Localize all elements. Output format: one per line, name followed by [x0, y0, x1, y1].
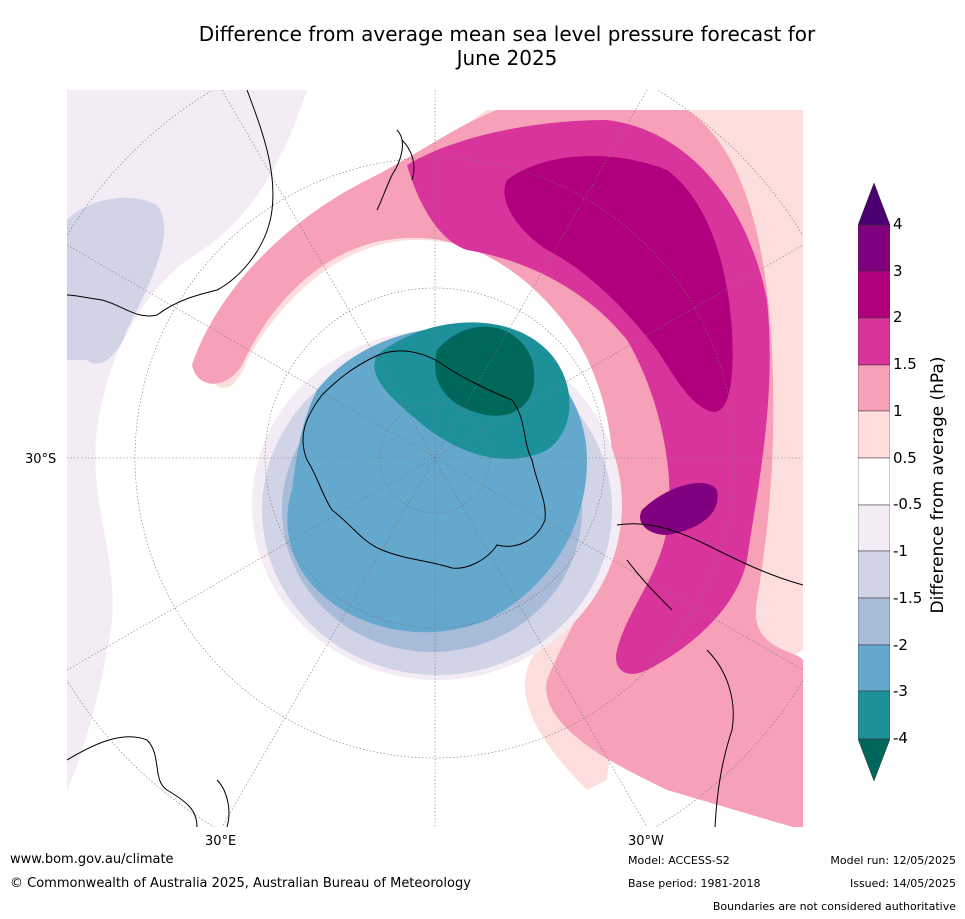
map-svg	[67, 90, 803, 827]
colorbar-tick: -2	[893, 636, 908, 654]
colorbar-tick: 4	[893, 215, 903, 233]
lat-label-30s: 30°S	[25, 452, 57, 467]
colorbar-title: Difference from average (hPa)	[928, 356, 948, 614]
colorbar-band-m15-m1	[858, 550, 890, 599]
chart-title: Difference from average mean sea level p…	[150, 22, 864, 70]
colorbar	[858, 183, 890, 781]
footer-copyright: © Commonwealth of Australia 2025, Austra…	[10, 876, 471, 891]
colorbar-band-m3-m2	[858, 644, 890, 692]
colorbar-band-m4-m3	[858, 690, 890, 740]
colorbar-tick: 1	[893, 402, 903, 420]
footer-website: www.bom.gov.au/climate	[10, 852, 174, 867]
anomaly-region-purple-spot	[639, 482, 718, 535]
antarctica-outline	[302, 350, 546, 569]
anomaly-region-dark-teal	[435, 326, 535, 416]
title-line-2: June 2025	[456, 46, 558, 70]
lon-label-30w: 30°W	[628, 834, 664, 849]
colorbar-band-05-1	[858, 410, 890, 459]
colorbar-tick: 0.5	[893, 449, 917, 467]
colorbar-band-15-2	[858, 317, 890, 366]
colorbar-band-2-3	[858, 270, 890, 319]
colorbar-over-arrow	[858, 183, 890, 226]
colorbar-band-1-15	[858, 364, 890, 412]
new-zealand-outline	[376, 129, 415, 211]
footer-model: Model: ACCESS-S2	[628, 854, 730, 867]
polar-map	[67, 90, 803, 827]
title-line-1: Difference from average mean sea level p…	[198, 22, 816, 46]
colorbar-band-m1-m05	[858, 504, 890, 552]
colorbar-under-arrow	[858, 738, 890, 781]
footer-issued: Issued: 14/05/2025	[849, 877, 956, 890]
south-america-coastline	[616, 523, 803, 827]
africa-coastline	[67, 736, 198, 827]
colorbar-tick: 2	[893, 308, 903, 326]
colorbar-tick: -3	[893, 682, 908, 700]
australia-coastline	[67, 90, 274, 317]
footer-disclaimer: Boundaries are not considered authoritat…	[712, 900, 956, 913]
footer-model-run: Model run: 12/05/2025	[830, 854, 956, 867]
lon-label-30e: 30°E	[205, 834, 237, 849]
colorbar-tick: -0.5	[893, 495, 923, 513]
anomaly-region-west-mid	[67, 197, 165, 364]
colorbar-tick: -1.5	[893, 589, 923, 607]
colorbar-tick: 1.5	[893, 355, 917, 373]
colorbar-tick: 3	[893, 262, 903, 280]
madagascar-outline	[216, 779, 230, 827]
colorbar-band-neutral	[858, 457, 890, 506]
colorbar-band-3-4	[858, 224, 890, 272]
map-graticule	[67, 90, 803, 827]
colorbar-band-m2-m15	[858, 597, 890, 646]
colorbar-tick: -1	[893, 542, 908, 560]
footer-base-period: Base period: 1981-2018	[628, 877, 761, 890]
anomaly-region-dark-magenta	[504, 156, 733, 412]
colorbar-tick: -4	[893, 729, 908, 747]
